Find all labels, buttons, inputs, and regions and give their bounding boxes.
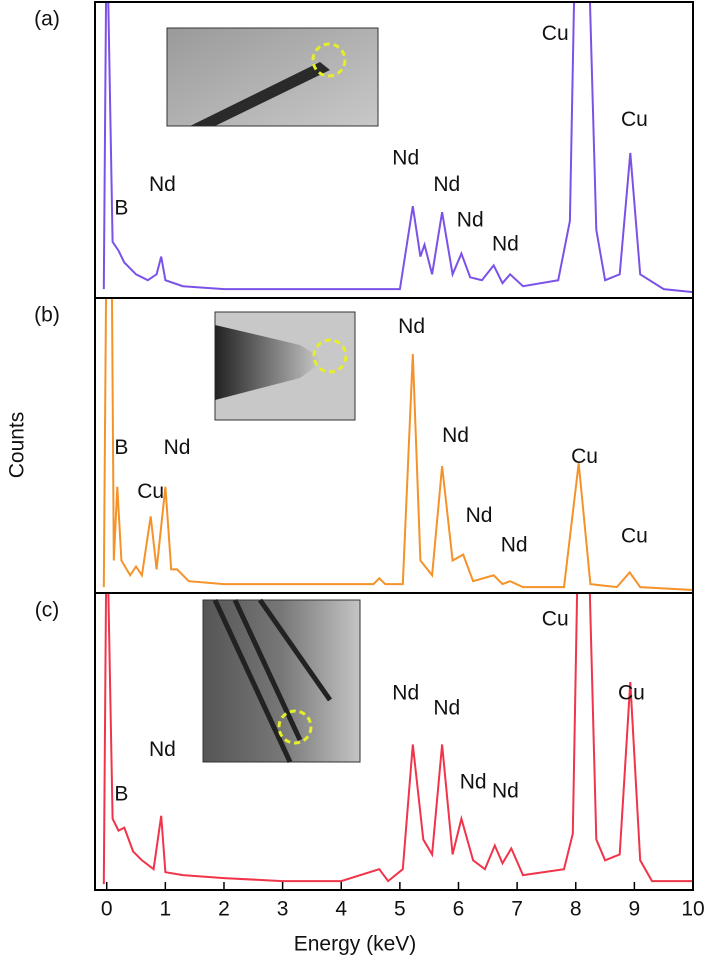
x-tick-label: 4 [335, 898, 347, 921]
panel-label: (c) [35, 599, 60, 622]
x-tick-label: 6 [453, 898, 465, 921]
x-axis-label: Energy (keV) [294, 933, 417, 956]
y-axis-label: Counts [6, 412, 29, 479]
spectrum [102, 2, 693, 294]
peak-label: Nd [164, 436, 191, 459]
x-tick-label: 8 [570, 898, 582, 921]
x-tick-label: 7 [511, 898, 523, 921]
x-tick-label: 9 [629, 898, 641, 921]
peak-label: Nd [392, 682, 419, 705]
peak-label: Nd [457, 209, 484, 232]
peak-label: Cu [542, 607, 569, 630]
x-tick-label: 2 [218, 898, 230, 921]
inset-a [166, 27, 379, 127]
peak-label: Nd [501, 533, 528, 556]
spectrum [102, 593, 693, 885]
peak-label: Cu [571, 445, 598, 468]
peak-label: Nd [149, 738, 176, 761]
peak-label: Cu [542, 22, 569, 45]
spectrum [102, 298, 693, 591]
peak-label: Nd [149, 173, 176, 196]
peak-label: Nd [392, 146, 419, 169]
peak-label: Nd [433, 696, 460, 719]
inset-b [214, 311, 356, 421]
peak-label: Nd [466, 504, 493, 527]
x-tick-label: 3 [277, 898, 289, 921]
x-tick-label: 5 [394, 898, 406, 921]
x-tick-label: 10 [681, 898, 704, 921]
peak-label: Nd [398, 315, 425, 338]
frame [94, 1, 694, 891]
peak-label: Nd [442, 424, 469, 447]
panel-label: (b) [34, 304, 60, 327]
x-tick-label: 1 [160, 898, 172, 921]
peak-label: Nd [492, 780, 519, 803]
peak-label: Cu [621, 524, 648, 547]
peak-label: Cu [618, 682, 645, 705]
peak-label: Cu [137, 480, 164, 503]
peak-label: Cu [621, 108, 648, 131]
plots [102, 2, 693, 885]
peak-label: B [114, 197, 128, 220]
peak-label: Nd [460, 771, 487, 794]
panel-label: (a) [34, 8, 60, 31]
peak-label: B [114, 436, 128, 459]
peak-label: Nd [492, 232, 519, 255]
inset-c [202, 598, 361, 764]
x-tick-label: 0 [101, 898, 113, 921]
peak-label: B [114, 783, 128, 806]
peak-label: Nd [433, 173, 460, 196]
